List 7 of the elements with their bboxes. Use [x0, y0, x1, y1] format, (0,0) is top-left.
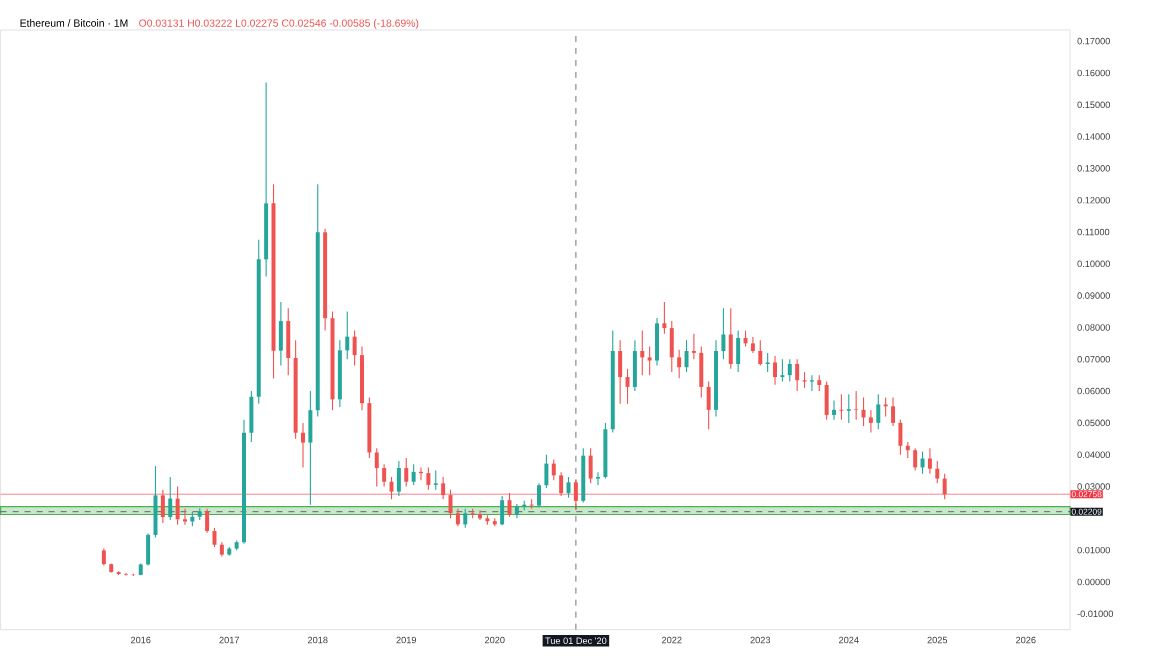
- candlestick: [765, 352, 770, 373]
- candlestick: [846, 393, 851, 424]
- candlestick: [433, 470, 438, 491]
- candlestick: [470, 508, 475, 520]
- candlestick: [802, 371, 807, 389]
- candlestick: [854, 390, 859, 421]
- candlestick: [647, 346, 652, 376]
